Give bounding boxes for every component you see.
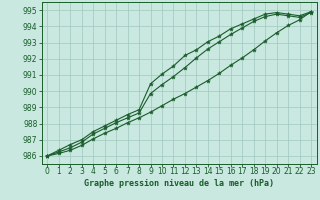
X-axis label: Graphe pression niveau de la mer (hPa): Graphe pression niveau de la mer (hPa) [84, 179, 274, 188]
